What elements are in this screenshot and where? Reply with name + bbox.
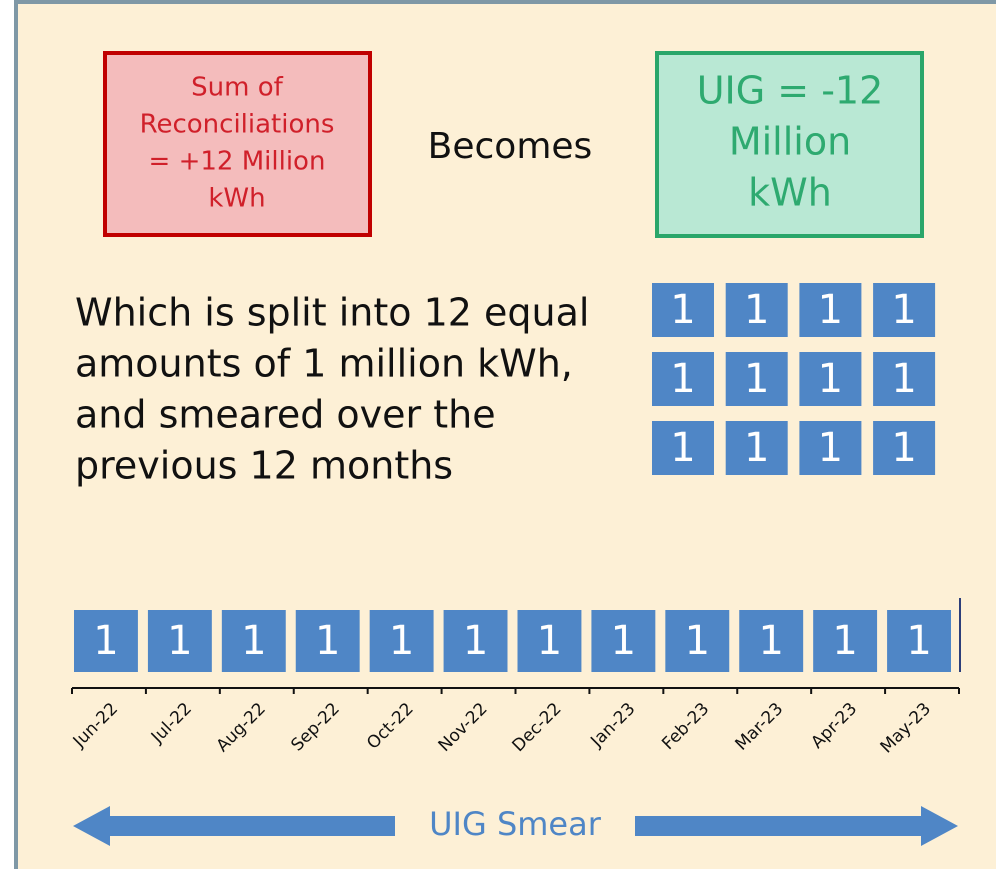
grid-tile [725,283,788,337]
timeline-tile-label: 1 [611,618,636,664]
right-box-text: Million [729,120,851,164]
timeline-tile-label: 1 [167,618,192,664]
timeline-tile-label: 1 [463,618,488,664]
grid-tile [873,352,936,406]
left-box-text: Reconciliations [140,110,335,140]
grid-tile-label: 1 [670,287,695,333]
grid-tile [725,352,788,406]
grid-tile [799,283,862,337]
timeline-tile [591,610,656,672]
timeline-tile-label: 1 [906,618,931,664]
right-box-text: UIG = -12 [697,69,884,113]
grid-tile-label: 1 [744,356,769,402]
timeline-tile-label: 1 [389,618,414,664]
left-arrow [73,806,395,846]
timeline-tile [295,610,360,672]
right-arrow [635,806,958,846]
left-box-text: = +12 Million [149,147,326,177]
grid-tile-label: 1 [744,287,769,333]
timeline-tile [887,610,951,672]
grid-tile [652,352,714,406]
grid-tile [799,421,862,475]
grid-tile-label: 1 [818,425,843,471]
timeline-tile [221,610,286,672]
timeline-tile [74,610,138,672]
timeline-tile [443,610,508,672]
timeline-tile [739,610,804,672]
grid-tile-label: 1 [891,287,916,333]
description-line: and smeared over the [75,393,496,437]
timeline-tile [813,610,878,672]
left-box-text: Sum of [191,73,283,103]
description-line: amounts of 1 million kWh, [75,342,573,386]
grid-tile-label: 1 [818,287,843,333]
right-box-text: kWh [748,171,832,215]
timeline-tile-label: 1 [315,618,340,664]
arrow-label: UIG Smear [429,805,602,843]
grid-tile [873,283,936,337]
left-box-text: kWh [208,184,265,214]
description-line: Which is split into 12 equal [75,291,589,335]
grid-tile-label: 1 [744,425,769,471]
timeline-tile [517,610,582,672]
timeline-tile [147,610,212,672]
grid-tile [799,352,862,406]
right-box [655,51,924,238]
left-box [103,51,372,237]
grid-tile [652,283,714,337]
grid-tile [873,421,936,475]
timeline-tile-label: 1 [93,618,118,664]
timeline-tile-label: 1 [758,618,783,664]
grid-tile-label: 1 [891,356,916,402]
timeline-tile-label: 1 [685,618,710,664]
grid-tile-label: 1 [670,356,695,402]
grid-tile [652,421,714,475]
description-line: previous 12 months [75,444,453,488]
grid-tile [725,421,788,475]
grid-tile-label: 1 [891,425,916,471]
grid-tile-label: 1 [670,425,695,471]
timeline-tile-label: 1 [537,618,562,664]
timeline-tile-label: 1 [241,618,266,664]
timeline-tile-label: 1 [832,618,857,664]
timeline-tile [369,610,434,672]
timeline-tile [665,610,730,672]
connector: Becomes [428,126,593,167]
grid-tile-label: 1 [818,356,843,402]
